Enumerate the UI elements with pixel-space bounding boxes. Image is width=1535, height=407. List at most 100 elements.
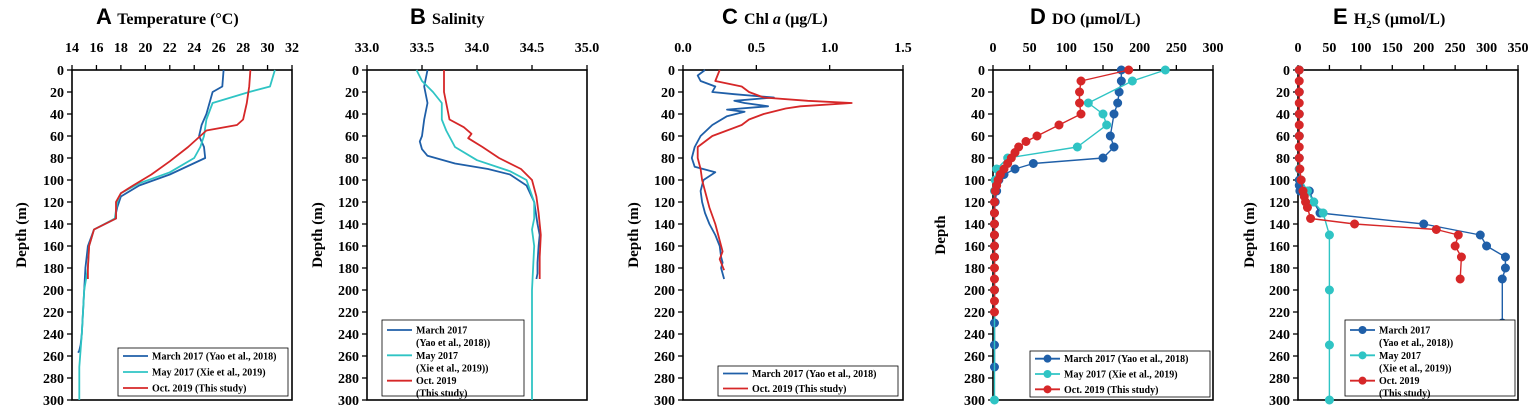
legend-box bbox=[1344, 319, 1516, 397]
legend-label-cont: (Yao et al., 2018)) bbox=[1379, 338, 1453, 349]
y-tick-label: 120 bbox=[1269, 196, 1290, 211]
y-tick-label: 120 bbox=[654, 196, 675, 211]
title-part: DO (μmol/L) bbox=[1052, 11, 1141, 28]
legend-label-cont: (This study) bbox=[1379, 389, 1430, 400]
data-point bbox=[1482, 241, 1492, 251]
panel-title: A Temperature (°C) bbox=[96, 4, 239, 29]
y-tick-label: 180 bbox=[964, 262, 985, 277]
data-point bbox=[989, 230, 999, 240]
y-tick-label: 40 bbox=[661, 108, 675, 123]
y-tick-label: 260 bbox=[338, 350, 359, 365]
y-tick-label: 40 bbox=[345, 108, 359, 123]
legend-label-cont: (This study) bbox=[416, 389, 467, 400]
data-point bbox=[1450, 241, 1460, 251]
y-tick-label: 80 bbox=[661, 152, 675, 167]
title-part: H bbox=[1354, 11, 1367, 28]
series-line bbox=[690, 69, 775, 280]
legend-label: May 2017 (Xie et al., 2019) bbox=[1064, 370, 1178, 381]
y-axis-label: Depth (m) bbox=[14, 202, 30, 267]
y-tick-label: 160 bbox=[964, 240, 985, 255]
data-point bbox=[1109, 109, 1119, 119]
x-tick-label: 200 bbox=[1413, 41, 1434, 56]
legend-label: May 2017 bbox=[416, 351, 458, 362]
series-line bbox=[77, 69, 225, 354]
x-tick-label: 0 bbox=[1295, 41, 1302, 56]
y-tick-label: 220 bbox=[964, 306, 985, 321]
legend-label: March 2017 (Yao et al., 2018) bbox=[152, 352, 277, 363]
data-point bbox=[1075, 98, 1085, 108]
title-part: Temperature (°C) bbox=[117, 11, 238, 28]
x-tick-label: 24 bbox=[187, 41, 201, 56]
data-point bbox=[989, 219, 999, 229]
panel-e: 0 50 100 150 200 250 300 350 0 20 40 60 80 100 120 140 1… bbox=[1242, 4, 1529, 407]
y-tick-label: 240 bbox=[654, 328, 675, 343]
panel-title: D DO (μmol/L) bbox=[1030, 4, 1141, 29]
plot-frame bbox=[682, 69, 904, 401]
y-tick-label: 20 bbox=[345, 86, 359, 101]
legend-box bbox=[717, 365, 899, 397]
legend: March 2017 (Yao et al., 2018) May 2017 (X… bbox=[117, 347, 289, 397]
y-tick-label: 60 bbox=[345, 130, 359, 145]
series-line bbox=[993, 69, 1166, 400]
y-tick-label: 240 bbox=[964, 328, 985, 343]
title-part: Salinity bbox=[432, 11, 484, 28]
data-point bbox=[1294, 142, 1304, 152]
legend-label-cont: (Xie et al., 2019)) bbox=[1379, 363, 1451, 374]
data-point bbox=[1295, 164, 1305, 174]
x-tick-label: 35.0 bbox=[575, 41, 600, 56]
y-tick-label: 220 bbox=[338, 306, 359, 321]
y-tick-label: 80 bbox=[1276, 152, 1290, 167]
x-tick-label: 150 bbox=[1093, 41, 1114, 56]
data-point bbox=[1350, 219, 1360, 229]
x-tick-label: 18 bbox=[114, 41, 128, 56]
x-tick-label: 14 bbox=[65, 41, 79, 56]
y-tick-label: 300 bbox=[964, 394, 985, 407]
y-tick-label: 100 bbox=[43, 174, 64, 189]
y-tick-label: 120 bbox=[43, 196, 64, 211]
y-tick-label: 60 bbox=[661, 130, 675, 145]
y-tick-label: 220 bbox=[43, 306, 64, 321]
y-tick-label: 260 bbox=[1269, 350, 1290, 365]
y-tick-label: 260 bbox=[654, 350, 675, 365]
data-point bbox=[1294, 131, 1304, 141]
legend-label: Oct. 2019 bbox=[1379, 376, 1420, 387]
data-point bbox=[1294, 98, 1304, 108]
y-axis-label: Depth (m) bbox=[1242, 202, 1258, 267]
x-tick-label: 26 bbox=[212, 41, 226, 56]
data-point bbox=[1318, 208, 1328, 218]
legend-label: Oct. 2019 (This study) bbox=[152, 384, 246, 395]
y-tick-label: 300 bbox=[1269, 394, 1290, 407]
title-part: Chl bbox=[744, 11, 773, 28]
x-tick-label: 50 bbox=[1322, 41, 1336, 56]
data-point bbox=[1294, 120, 1304, 130]
data-point bbox=[1302, 203, 1312, 213]
x-tick-label: 0.5 bbox=[748, 41, 766, 56]
data-point bbox=[1497, 274, 1507, 284]
y-tick-label: 200 bbox=[338, 284, 359, 299]
plot-frame bbox=[71, 69, 293, 401]
panel-a: 14 16 18 20 22 24 26 28 30 32 0 20 40 60 80 100 120 140 16… bbox=[14, 4, 299, 407]
data-point bbox=[989, 197, 999, 207]
x-tick-label: 33.5 bbox=[410, 41, 435, 56]
y-tick-label: 240 bbox=[1269, 328, 1290, 343]
series-line bbox=[993, 69, 1129, 312]
legend-marker bbox=[1043, 385, 1052, 394]
data-point bbox=[1113, 98, 1123, 108]
y-tick-label: 240 bbox=[43, 328, 64, 343]
legend-marker bbox=[1358, 326, 1367, 334]
y-tick-label: 100 bbox=[964, 174, 985, 189]
legend-label: March 2017 bbox=[1379, 326, 1430, 337]
data-point bbox=[989, 263, 999, 273]
title-part: (μg/L) bbox=[781, 11, 828, 28]
y-tick-label: 140 bbox=[964, 218, 985, 233]
data-point bbox=[1098, 153, 1108, 163]
y-tick-label: 260 bbox=[43, 350, 64, 365]
x-tick-label: 32 bbox=[285, 41, 299, 56]
data-point bbox=[1431, 225, 1441, 235]
y-tick-label: 160 bbox=[338, 240, 359, 255]
data-point bbox=[1500, 252, 1510, 262]
data-point bbox=[1127, 76, 1137, 86]
x-tick-label: 100 bbox=[1350, 41, 1371, 56]
y-axis-label: Depth bbox=[933, 215, 949, 255]
